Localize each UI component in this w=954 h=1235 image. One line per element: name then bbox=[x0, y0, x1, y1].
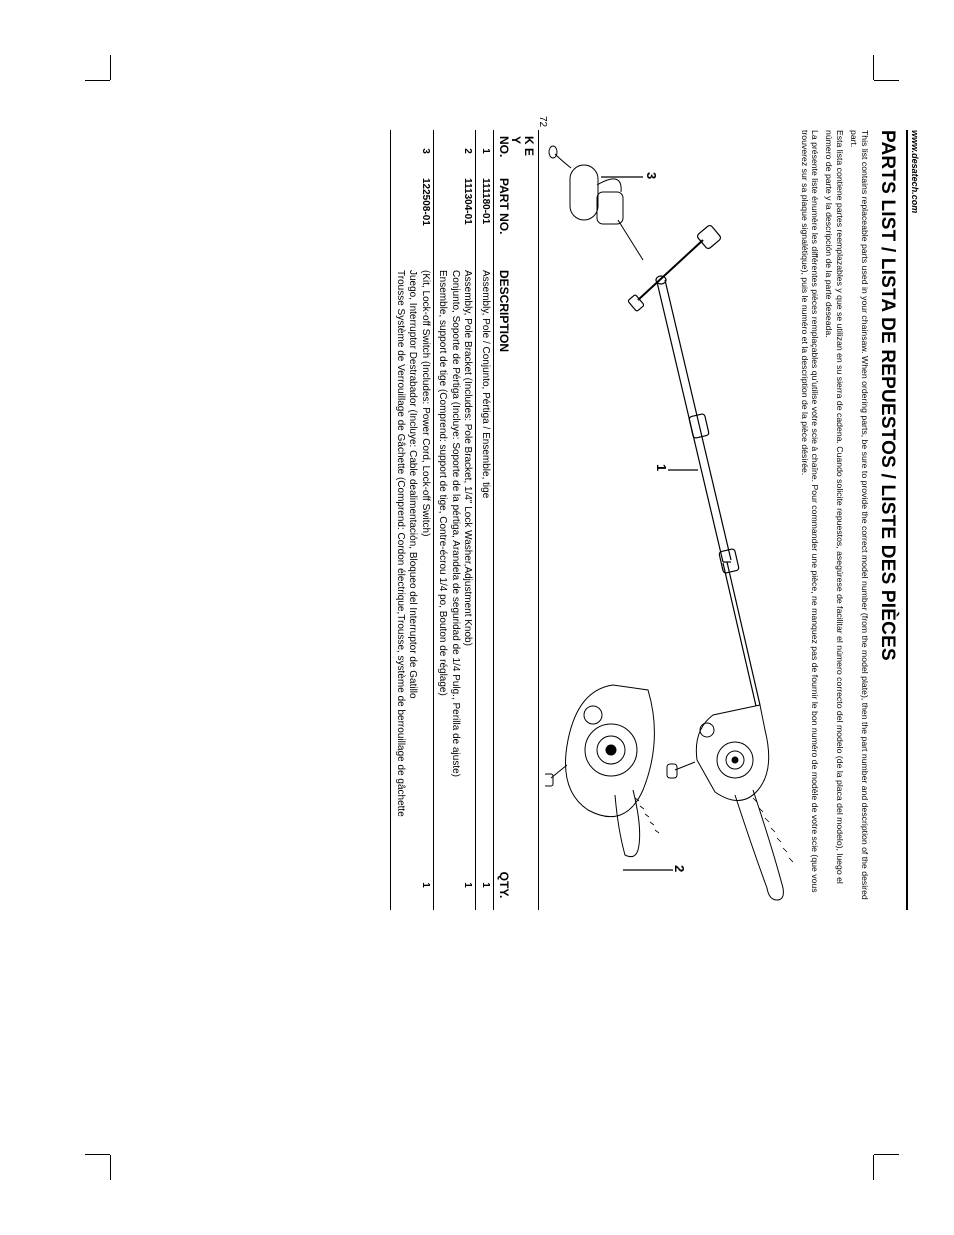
top-rule bbox=[906, 130, 908, 910]
cell-qty: 1 bbox=[391, 860, 434, 910]
site-url: www.desatech.com bbox=[910, 130, 920, 910]
page-number: 72 bbox=[537, 116, 548, 127]
crop-mark bbox=[110, 1155, 111, 1180]
table-header-row: K E Y NO. PART NO. DESCRIPTION QTY. bbox=[493, 130, 538, 910]
crop-mark bbox=[873, 1155, 874, 1180]
col-partno: PART NO. bbox=[493, 172, 538, 264]
page-content: www.desatech.com PARTS LIST / LISTA DE R… bbox=[175, 130, 920, 910]
cell-desc: Assembly, Pole Bracket (Includes: Pole B… bbox=[433, 264, 476, 860]
page-wrapper: www.desatech.com PARTS LIST / LISTA DE R… bbox=[175, 130, 920, 910]
cell-qty: 1 bbox=[433, 860, 476, 910]
crop-mark bbox=[110, 55, 111, 80]
callout-2: 2 bbox=[672, 865, 687, 872]
exploded-diagram: 1 2 3 bbox=[545, 130, 793, 910]
table-row: 2 111304-01 Assembly, Pole Bracket (Incl… bbox=[433, 130, 476, 910]
part-3-plug bbox=[627, 224, 721, 311]
cell-partno: 111304-01 bbox=[433, 172, 476, 264]
cell-key: 3 bbox=[391, 130, 434, 172]
crop-mark bbox=[874, 80, 899, 81]
diagram-svg bbox=[545, 130, 793, 910]
parts-table: K E Y NO. PART NO. DESCRIPTION QTY. 1 11… bbox=[390, 130, 538, 910]
part-2-detail bbox=[545, 685, 659, 857]
table-row: 3 122508-01 (Kit, Lock-off Switch (Inclu… bbox=[391, 130, 434, 910]
parts-tbody: 1 111180-01 Assembly, Pole / Conjunto, P… bbox=[391, 130, 494, 910]
intro-es: Esta lista contiene partes reemplazables… bbox=[824, 130, 846, 910]
cell-key: 2 bbox=[433, 130, 476, 172]
cell-key: 1 bbox=[476, 130, 494, 172]
intro-fr: La présente liste énumère les différente… bbox=[799, 130, 821, 910]
crop-mark bbox=[874, 1154, 899, 1155]
col-key: K E Y NO. bbox=[493, 130, 538, 172]
cell-partno: 111180-01 bbox=[476, 172, 494, 264]
crop-mark bbox=[85, 80, 110, 81]
col-qty: QTY. bbox=[493, 860, 538, 910]
callout-1: 1 bbox=[654, 464, 669, 471]
cell-desc: (Kit, Lock-off Switch (Includes: Power C… bbox=[391, 264, 434, 860]
cell-partno: 122508-01 bbox=[391, 172, 434, 264]
page-title: PARTS LIST / LISTA DE REPUESTOS / LISTE … bbox=[876, 130, 898, 910]
table-row: 1 111180-01 Assembly, Pole / Conjunto, P… bbox=[476, 130, 494, 910]
callout-3: 3 bbox=[644, 172, 659, 179]
intro-block: This list contains replaceable parts use… bbox=[799, 130, 870, 910]
cell-desc: Assembly, Pole / Conjunto, Pértiga / Ens… bbox=[476, 264, 494, 860]
crop-mark bbox=[85, 1154, 110, 1155]
crop-mark bbox=[873, 55, 874, 80]
part-1-pole bbox=[656, 276, 760, 706]
col-desc: DESCRIPTION bbox=[493, 264, 538, 860]
cell-qty: 1 bbox=[476, 860, 494, 910]
part-3-handle bbox=[549, 146, 643, 260]
intro-en: This list contains replaceable parts use… bbox=[848, 130, 870, 910]
